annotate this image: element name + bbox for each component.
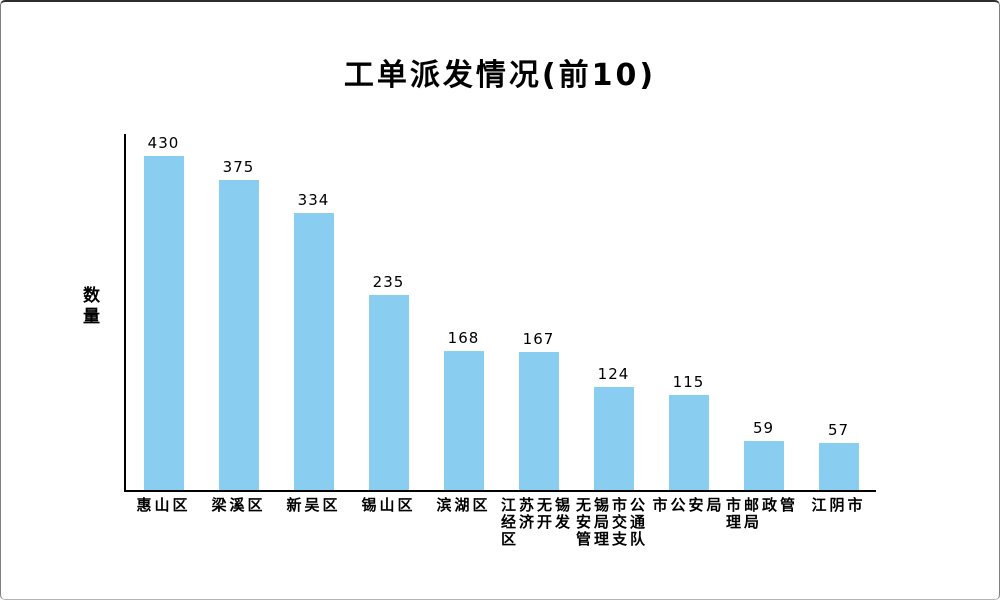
x-tick-label: 新吴区 xyxy=(286,496,341,514)
bar-value-label: 57 xyxy=(827,421,850,439)
x-tick-label: 锡山区 xyxy=(361,496,416,514)
bar-value-label: 115 xyxy=(672,373,705,391)
bar-group: 334 xyxy=(276,134,351,490)
bar-group: 375 xyxy=(201,134,276,490)
bar-group: 430 xyxy=(126,134,201,490)
x-tick-label: 江苏无锡经济开发区 xyxy=(501,496,574,548)
x-tick: 锡山区 xyxy=(351,497,426,548)
bar xyxy=(443,351,484,490)
y-axis-label: 数量 xyxy=(79,286,99,328)
bar xyxy=(368,295,409,490)
x-tick: 惠山区 xyxy=(126,497,201,548)
bar xyxy=(743,441,784,490)
x-tick: 江阴市 xyxy=(801,497,876,548)
x-tick-label: 市公安局 xyxy=(652,496,725,514)
bar xyxy=(293,213,334,490)
bar xyxy=(818,443,859,490)
x-tick: 市邮政管理局 xyxy=(726,497,801,548)
bar-group: 115 xyxy=(651,134,726,490)
x-tick-label: 梁溪区 xyxy=(211,496,266,514)
x-tick: 滨湖区 xyxy=(426,497,501,548)
bar-group: 124 xyxy=(576,134,651,490)
x-tick: 新吴区 xyxy=(276,497,351,548)
bar-group: 57 xyxy=(801,134,876,490)
bar-group: 235 xyxy=(351,134,426,490)
bar-value-label: 430 xyxy=(147,134,180,152)
bar xyxy=(518,352,559,490)
x-axis-tick-labels: 惠山区 梁溪区 新吴区 锡山区 滨湖区 江苏无锡经济开发区 无锡市公安局交通管理支队 市公安局… xyxy=(126,497,876,548)
bar xyxy=(143,156,184,490)
bar-group: 168 xyxy=(426,134,501,490)
x-tick: 市公安局 xyxy=(651,497,726,548)
x-tick-label: 无锡市公安局交通管理支队 xyxy=(576,496,649,548)
bar xyxy=(593,387,634,490)
bar-value-label: 334 xyxy=(297,191,330,209)
bar-value-label: 124 xyxy=(597,365,630,383)
x-tick-label: 江阴市 xyxy=(811,496,866,514)
bar-value-label: 375 xyxy=(222,158,255,176)
bar-value-label: 167 xyxy=(522,330,555,348)
bar-value-label: 235 xyxy=(372,273,405,291)
x-tick-label: 惠山区 xyxy=(136,496,191,514)
x-tick-label: 滨湖区 xyxy=(436,496,491,514)
x-tick: 梁溪区 xyxy=(201,497,276,548)
x-tick: 江苏无锡经济开发区 xyxy=(501,497,576,548)
bar-group: 59 xyxy=(726,134,801,490)
x-tick-label: 市邮政管理局 xyxy=(726,496,799,531)
x-tick: 无锡市公安局交通管理支队 xyxy=(576,497,651,548)
bar xyxy=(668,395,709,490)
bar-value-label: 168 xyxy=(447,329,480,347)
plot-area: 430 375 334 235 168 167 124 115 59 57 xyxy=(124,134,876,492)
bar-group: 167 xyxy=(501,134,576,490)
bar-value-label: 59 xyxy=(752,419,775,437)
chart-title: 工单派发情况(前10) xyxy=(343,58,657,93)
bar xyxy=(218,180,259,490)
